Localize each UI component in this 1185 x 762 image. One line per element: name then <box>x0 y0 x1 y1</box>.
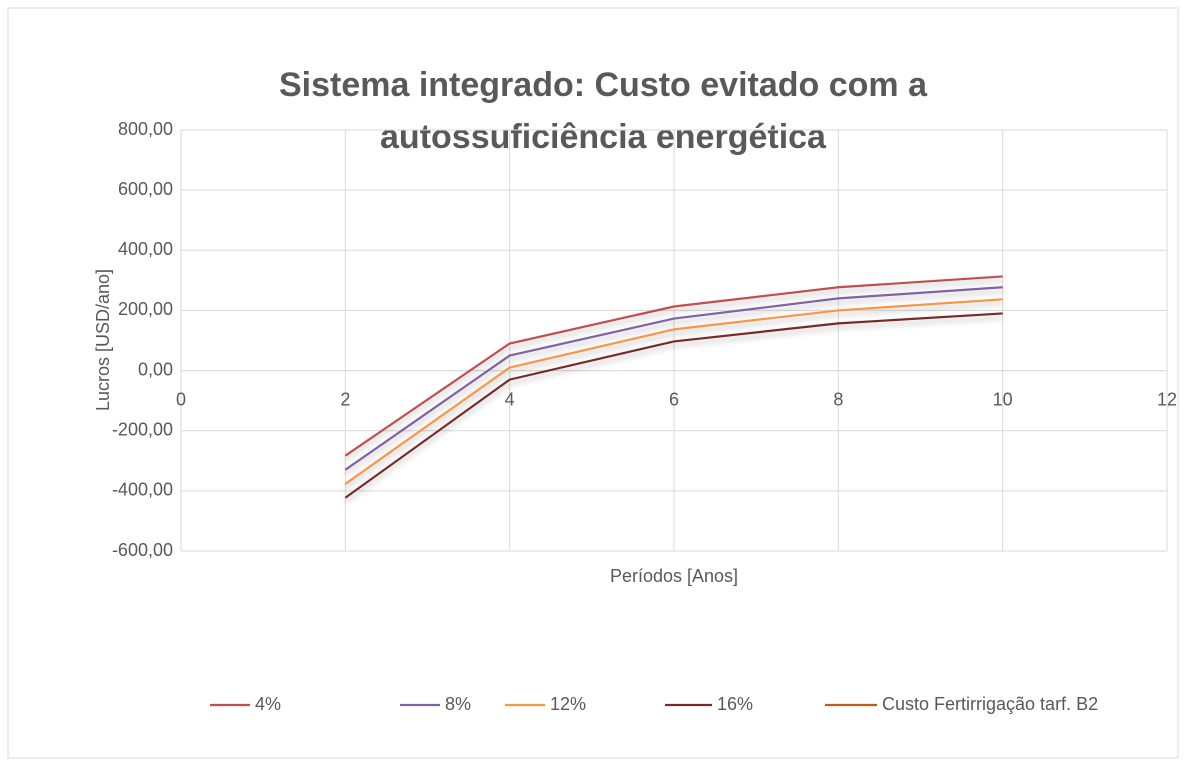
y-tick-label: 800,00 <box>118 119 173 139</box>
y-tick-label: 600,00 <box>118 179 173 199</box>
series-line <box>344 286 1003 471</box>
series-line <box>344 298 1003 485</box>
x-tick-label: 0 <box>176 389 186 409</box>
y-axis-label: Lucros [USD/ano] <box>93 269 113 411</box>
series-line <box>344 312 1003 499</box>
y-tick-label: -600,00 <box>112 540 173 560</box>
x-tick-label: 12 <box>1157 389 1177 409</box>
x-tick-label: 6 <box>669 389 679 409</box>
x-tick-label: 8 <box>833 389 843 409</box>
y-tick-label: -400,00 <box>112 480 173 500</box>
legend-label: 8% <box>445 694 471 714</box>
legend-label: 16% <box>717 694 753 714</box>
y-tick-label: 200,00 <box>118 299 173 319</box>
legend-label: 12% <box>550 694 586 714</box>
x-tick-label: 4 <box>505 389 515 409</box>
y-tick-label: -200,00 <box>112 419 173 439</box>
chart-title: Sistema integrado: Custo evitado com a <box>279 66 928 104</box>
series-line <box>344 275 1003 457</box>
chart-frame <box>7 7 1179 759</box>
x-tick-label: 10 <box>993 389 1013 409</box>
legend-label: Custo Fertirrigação tarf. B2 <box>882 694 1098 714</box>
legend-label: 4% <box>255 694 281 714</box>
x-axis-label: Períodos [Anos] <box>610 566 738 586</box>
chart-title: autossuficiência energética <box>380 118 827 156</box>
y-tick-label: 0,00 <box>138 359 173 379</box>
x-tick-label: 2 <box>340 389 350 409</box>
y-tick-label: 400,00 <box>118 239 173 259</box>
